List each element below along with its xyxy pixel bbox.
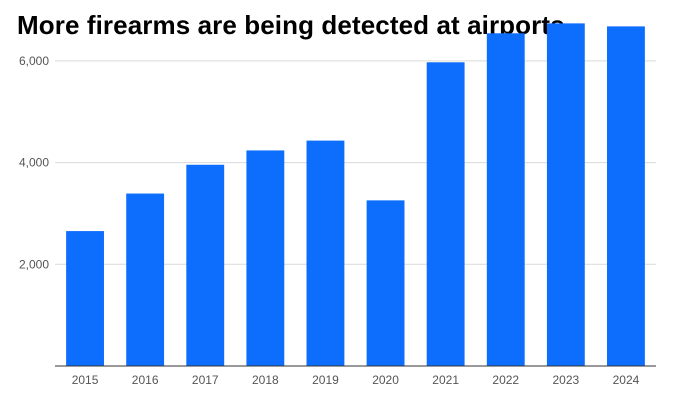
bar-2018	[246, 150, 285, 366]
bar-2017	[186, 164, 225, 366]
y-tick-label: 4,000	[19, 156, 49, 170]
x-tick-label: 2019	[312, 373, 339, 387]
bar-2024	[607, 26, 645, 366]
x-axis-labels: 2015 2016 2017 2018 2019 2020 2021 2022 2023 2024	[72, 373, 640, 387]
x-tick-label: 2021	[432, 373, 459, 387]
bar-2020	[366, 200, 405, 366]
x-tick-label: 2015	[72, 373, 99, 387]
y-tick-label: 2,000	[19, 257, 49, 271]
x-tick-label: 2020	[372, 373, 399, 387]
x-tick-label: 2017	[192, 373, 219, 387]
y-axis-labels: 2,000 4,000 6,000	[19, 54, 49, 271]
bar-2015	[66, 231, 104, 366]
bar-2023	[546, 23, 585, 367]
y-tick-label: 6,000	[19, 54, 49, 68]
x-tick-label: 2023	[552, 373, 579, 387]
x-tick-label: 2022	[492, 373, 519, 387]
x-tick-label: 2024	[613, 373, 640, 387]
bar-2022	[486, 33, 525, 366]
bar-2021	[426, 62, 465, 367]
x-tick-label: 2016	[132, 373, 159, 387]
bars	[66, 23, 645, 367]
bar-2019	[306, 140, 345, 366]
x-tick-label: 2018	[252, 373, 279, 387]
chart-title: More firearms are being detected at airp…	[17, 10, 565, 40]
bar-2016	[126, 193, 165, 366]
